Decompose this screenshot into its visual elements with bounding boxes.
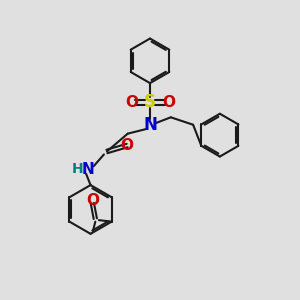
Text: O: O bbox=[162, 95, 175, 110]
Text: O: O bbox=[86, 193, 99, 208]
Text: S: S bbox=[144, 93, 156, 111]
Text: O: O bbox=[125, 95, 138, 110]
Text: N: N bbox=[81, 162, 94, 177]
Text: N: N bbox=[143, 116, 157, 134]
Text: H: H bbox=[71, 162, 83, 176]
Text: O: O bbox=[121, 138, 134, 153]
